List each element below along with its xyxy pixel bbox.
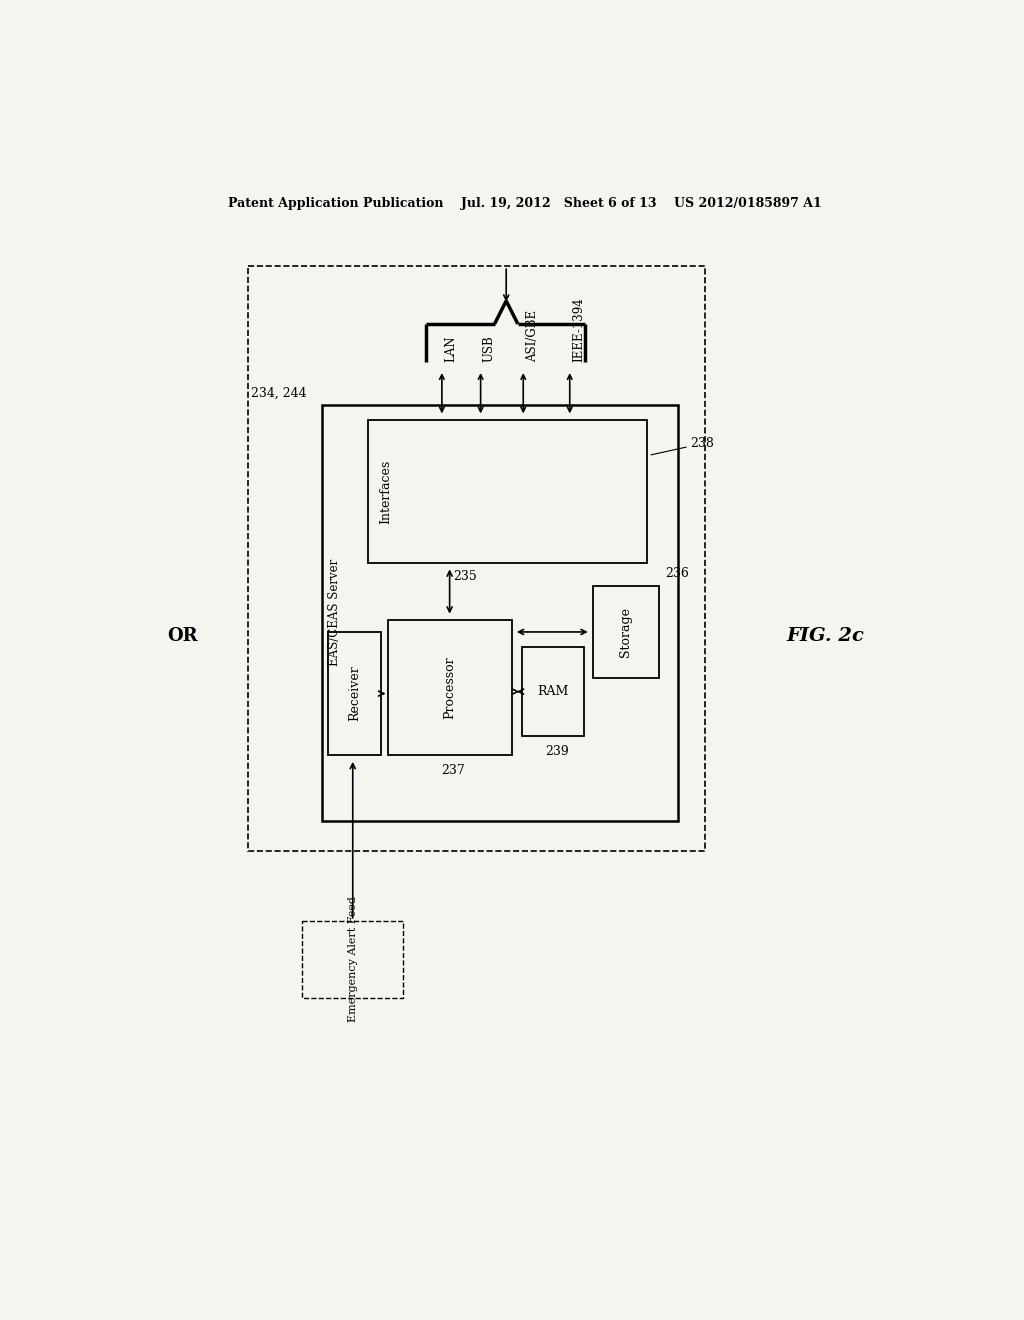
Text: FIG. 2c: FIG. 2c <box>786 627 864 644</box>
Text: Emergency Alert Feed: Emergency Alert Feed <box>348 896 357 1022</box>
Text: LAN: LAN <box>444 337 457 363</box>
Bar <box>388 620 512 755</box>
Text: Interfaces: Interfaces <box>379 459 392 524</box>
Bar <box>248 267 706 851</box>
Bar <box>302 921 403 998</box>
Text: 235: 235 <box>454 570 477 583</box>
Text: RAM: RAM <box>537 685 568 698</box>
Bar <box>322 405 678 821</box>
Text: Receiver: Receiver <box>348 665 360 722</box>
Bar <box>593 586 658 678</box>
Bar <box>328 632 381 755</box>
Text: EAS/CEAS Server: EAS/CEAS Server <box>328 560 341 667</box>
Bar <box>521 647 584 737</box>
Text: Storage: Storage <box>620 607 633 657</box>
Text: Patent Application Publication    Jul. 19, 2012   Sheet 6 of 13    US 2012/01858: Patent Application Publication Jul. 19, … <box>228 197 821 210</box>
Text: ASI/GBE: ASI/GBE <box>525 310 539 363</box>
Text: 239: 239 <box>545 744 568 758</box>
Text: 234, 244: 234, 244 <box>251 387 306 400</box>
Text: 237: 237 <box>441 764 465 777</box>
Text: 236: 236 <box>665 566 689 579</box>
Text: USB: USB <box>483 335 496 363</box>
Text: 238: 238 <box>690 437 714 450</box>
Text: Processor: Processor <box>443 656 456 719</box>
Text: OR: OR <box>167 627 198 644</box>
Text: IEEE-1394: IEEE-1394 <box>572 298 585 363</box>
Bar <box>369 420 647 562</box>
